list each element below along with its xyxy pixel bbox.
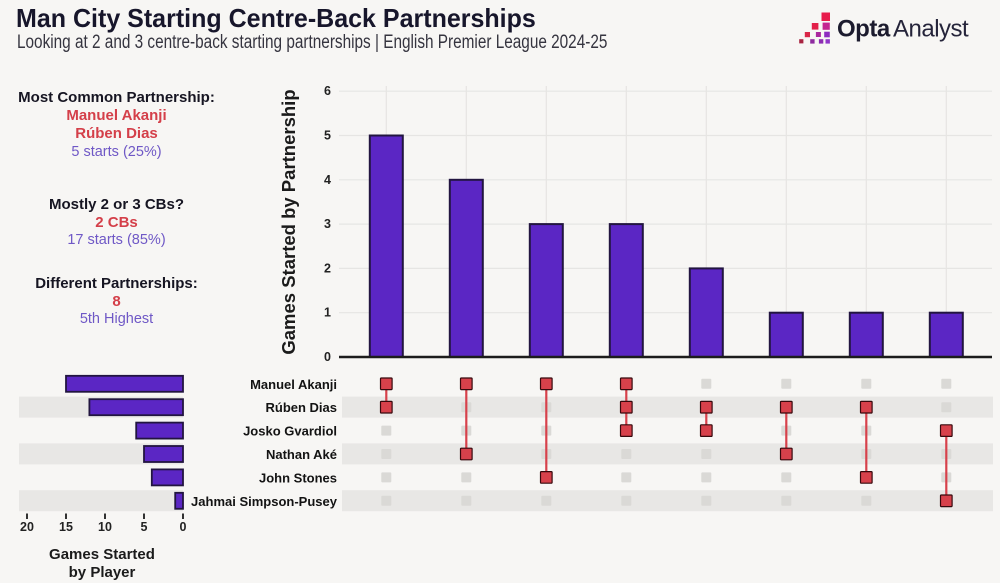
svg-text:6: 6 — [324, 84, 331, 98]
svg-text:by Player: by Player — [69, 564, 136, 581]
svg-text:John Stones: John Stones — [259, 470, 337, 485]
svg-text:1: 1 — [324, 306, 331, 320]
svg-text:0: 0 — [324, 350, 331, 364]
svg-text:Josko Gvardiol: Josko Gvardiol — [243, 424, 337, 439]
svg-text:3: 3 — [324, 217, 331, 231]
svg-text:5: 5 — [141, 520, 148, 534]
svg-text:5: 5 — [324, 129, 331, 143]
svg-text:20: 20 — [20, 520, 34, 534]
svg-text:Nathan Aké: Nathan Aké — [266, 447, 337, 462]
svg-text:Games Started by Partnership: Games Started by Partnership — [278, 89, 299, 354]
svg-text:Jahmai Simpson-Pusey: Jahmai Simpson-Pusey — [191, 494, 338, 509]
svg-text:4: 4 — [324, 173, 331, 187]
svg-text:10: 10 — [98, 520, 112, 534]
svg-text:15: 15 — [59, 520, 73, 534]
svg-text:Games Started: Games Started — [49, 546, 155, 563]
svg-text:Manuel Akanji: Manuel Akanji — [250, 377, 337, 392]
svg-text:Opta: Opta — [837, 16, 891, 43]
svg-text:Analyst: Analyst — [893, 16, 969, 43]
svg-text:2: 2 — [324, 261, 331, 275]
svg-text:0: 0 — [180, 520, 187, 534]
svg-text:Rúben Dias: Rúben Dias — [265, 400, 337, 415]
